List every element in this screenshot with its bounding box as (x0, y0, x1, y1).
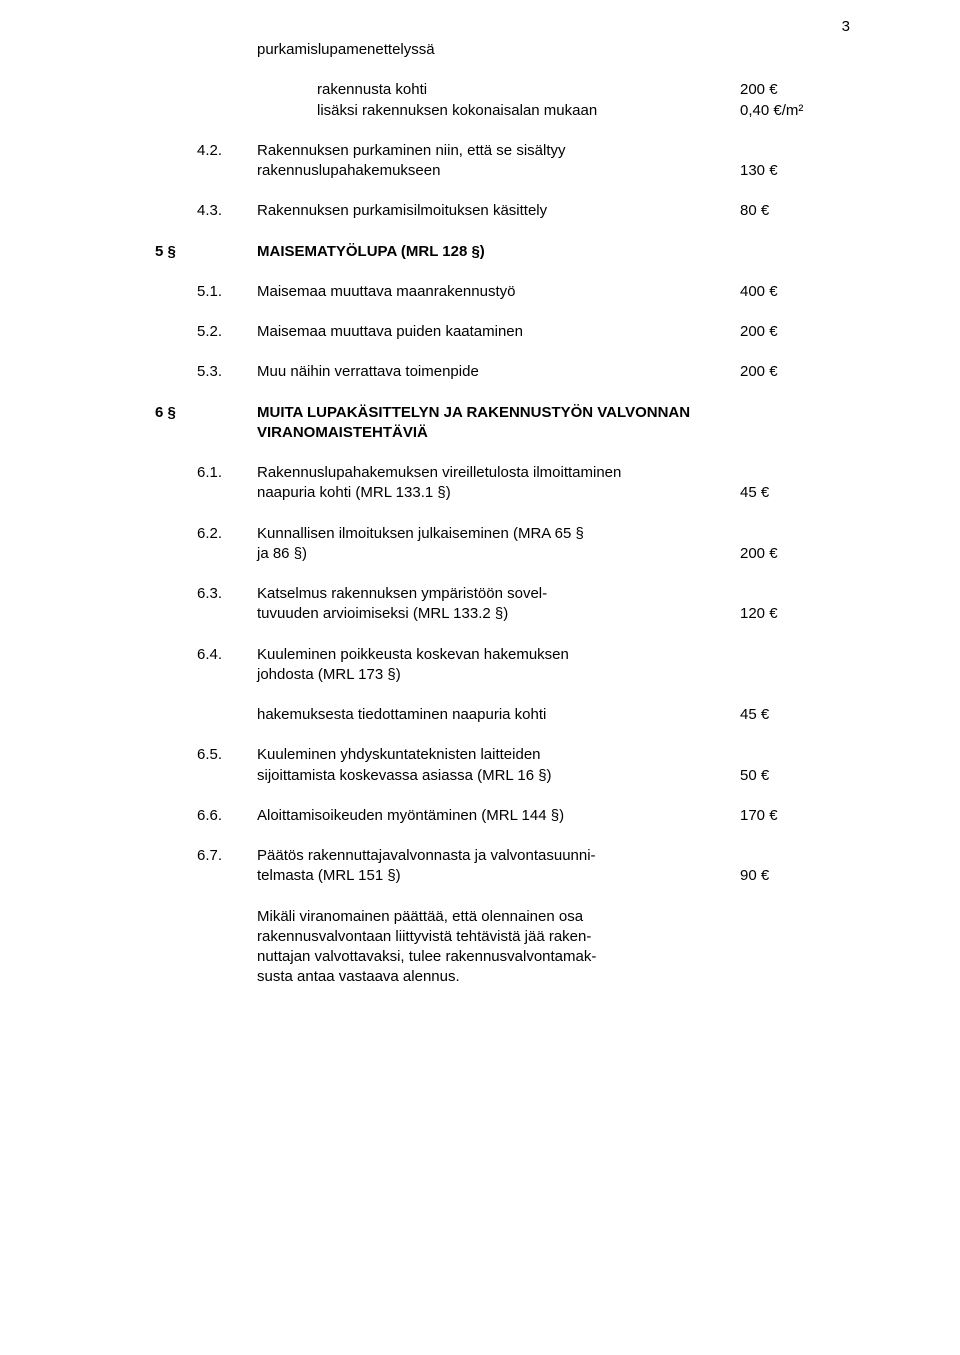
section-6-num: 6 § (155, 403, 197, 423)
item-4-2-text1: Rakennuksen purkaminen niin, että se sis… (257, 141, 740, 161)
item-6-6: 6.6. Aloittamisoikeuden myöntäminen (MRL… (155, 806, 850, 826)
item-6-1-num: 6.1. (197, 463, 257, 483)
section-6-heading-l1: 6 § MUITA LUPAKÄSITTELYN JA RAKENNUSTYÖN… (155, 403, 850, 423)
item-6-7-text2: telmasta (MRL 151 §) (257, 866, 740, 886)
item-6-3-l1: 6.3. Katselmus rakennuksen ympäristöön s… (155, 584, 850, 604)
item-6-1-l2: naapuria kohti (MRL 133.1 §) 45 € (155, 483, 850, 503)
item-4-2-line2: rakennuslupahakemukseen 130 € (155, 161, 850, 181)
intro-r2-label: lisäksi rakennuksen kokonaisalan mukaan (317, 101, 740, 121)
item-6-7-l1: 6.7. Päätös rakennuttajavalvonnasta ja v… (155, 846, 850, 866)
item-6-4-text2: johdosta (MRL 173 §) (257, 665, 740, 685)
item-4-2-num: 4.2. (197, 141, 257, 161)
item-4-3: 4.3. Rakennuksen purkamisilmoituksen käs… (155, 201, 850, 221)
item-6-2-text2: ja 86 §) (257, 544, 740, 564)
item-5-3-num: 5.3. (197, 362, 257, 382)
section-5-title: MAISEMATYÖLUPA (MRL 128 §) (257, 242, 740, 262)
para-l4: susta antaa vastaava alennus. (155, 967, 850, 987)
item-6-5-l1: 6.5. Kuuleminen yhdyskuntateknisten lait… (155, 745, 850, 765)
item-6-3-num: 6.3. (197, 584, 257, 604)
item-6-2-value: 200 € (740, 544, 850, 564)
item-6-6-num: 6.6. (197, 806, 257, 826)
item-5-1-label: Maisemaa muuttava maanrakennustyö (257, 282, 740, 302)
page-number: 3 (842, 18, 850, 35)
item-4-2-value: 130 € (740, 161, 850, 181)
item-6-7-value: 90 € (740, 866, 850, 886)
item-6-4-l2: johdosta (MRL 173 §) (155, 665, 850, 685)
item-6-7-num: 6.7. (197, 846, 257, 866)
item-6-1-l1: 6.1. Rakennuslupahakemuksen vireilletulo… (155, 463, 850, 483)
item-6-3-value: 120 € (740, 604, 850, 624)
intro-r2-value: 0,40 €/m² (740, 101, 850, 121)
item-4-3-value: 80 € (740, 201, 850, 221)
section-6-title1: MUITA LUPAKÄSITTELYN JA RAKENNUSTYÖN VAL… (257, 403, 740, 423)
item-5-2-value: 200 € (740, 322, 850, 342)
para-l1: Mikäli viranomainen päättää, että olenna… (155, 907, 850, 927)
item-6-1-text1: Rakennuslupahakemuksen vireilletulosta i… (257, 463, 740, 483)
item-6-3-text1: Katselmus rakennuksen ympäristöön sovel- (257, 584, 740, 604)
section-5-num: 5 § (155, 242, 197, 262)
item-6-5-num: 6.5. (197, 745, 257, 765)
intro-row-1: rakennusta kohti 200 € (155, 80, 850, 100)
para-text-4: susta antaa vastaava alennus. (257, 967, 740, 987)
item-4-2-line1: 4.2. Rakennuksen purkaminen niin, että s… (155, 141, 850, 161)
item-6-2-l1: 6.2. Kunnallisen ilmoituksen julkaisemin… (155, 524, 850, 544)
item-5-2-num: 5.2. (197, 322, 257, 342)
item-6-4-text3: hakemuksesta tiedottaminen naapuria koht… (257, 705, 740, 725)
para-text-3: nuttajan valvottavaksi, tulee rakennusva… (257, 947, 740, 967)
item-5-1-value: 400 € (740, 282, 850, 302)
item-6-3-text2: tuvuuden arvioimiseksi (MRL 133.2 §) (257, 604, 740, 624)
section-6-title2: VIRANOMAISTEHTÄVIÄ (257, 423, 740, 443)
item-4-3-label: Rakennuksen purkamisilmoituksen käsittel… (257, 201, 740, 221)
item-6-7-l2: telmasta (MRL 151 §) 90 € (155, 866, 850, 886)
para-l3: nuttajan valvottavaksi, tulee rakennusva… (155, 947, 850, 967)
item-5-1-num: 5.1. (197, 282, 257, 302)
item-6-4-text1: Kuuleminen poikkeusta koskevan hakemukse… (257, 645, 740, 665)
para-l2: rakennusvalvontaan liittyvistä tehtävist… (155, 927, 850, 947)
item-4-3-num: 4.3. (197, 201, 257, 221)
section-5-heading: 5 § MAISEMATYÖLUPA (MRL 128 §) (155, 242, 850, 262)
item-6-2-l2: ja 86 §) 200 € (155, 544, 850, 564)
section-6-heading-l2: VIRANOMAISTEHTÄVIÄ (155, 423, 850, 443)
item-6-5-text1: Kuuleminen yhdyskuntateknisten laitteide… (257, 745, 740, 765)
item-6-6-label: Aloittamisoikeuden myöntäminen (MRL 144 … (257, 806, 740, 826)
item-5-2: 5.2. Maisemaa muuttava puiden kaataminen… (155, 322, 850, 342)
item-6-3-l2: tuvuuden arvioimiseksi (MRL 133.2 §) 120… (155, 604, 850, 624)
item-6-4-num: 6.4. (197, 645, 257, 665)
item-6-7-text1: Päätös rakennuttajavalvonnasta ja valvon… (257, 846, 740, 866)
item-4-2-text2: rakennuslupahakemukseen (257, 161, 740, 181)
intro-label: purkamislupamenettelyssä (257, 40, 740, 60)
intro-r1-label: rakennusta kohti (317, 80, 740, 100)
page: 3 purkamislupamenettelyssä rakennusta ko… (0, 0, 960, 1355)
item-6-4-l3: hakemuksesta tiedottaminen naapuria koht… (155, 705, 850, 725)
item-6-4-value: 45 € (740, 705, 850, 725)
intro-r1-value: 200 € (740, 80, 850, 100)
item-5-1: 5.1. Maisemaa muuttava maanrakennustyö 4… (155, 282, 850, 302)
item-5-3-label: Muu näihin verrattava toimenpide (257, 362, 740, 382)
item-6-4-l1: 6.4. Kuuleminen poikkeusta koskevan hake… (155, 645, 850, 665)
item-6-6-value: 170 € (740, 806, 850, 826)
intro-label-line: purkamislupamenettelyssä (155, 40, 850, 60)
item-5-3-value: 200 € (740, 362, 850, 382)
item-6-1-value: 45 € (740, 483, 850, 503)
item-6-5-value: 50 € (740, 766, 850, 786)
item-6-2-num: 6.2. (197, 524, 257, 544)
item-5-3: 5.3. Muu näihin verrattava toimenpide 20… (155, 362, 850, 382)
item-6-1-text2: naapuria kohti (MRL 133.1 §) (257, 483, 740, 503)
item-6-5-l2: sijoittamista koskevassa asiassa (MRL 16… (155, 766, 850, 786)
para-text-2: rakennusvalvontaan liittyvistä tehtävist… (257, 927, 740, 947)
item-5-2-label: Maisemaa muuttava puiden kaataminen (257, 322, 740, 342)
para-text-1: Mikäli viranomainen päättää, että olenna… (257, 907, 740, 927)
item-6-5-text2: sijoittamista koskevassa asiassa (MRL 16… (257, 766, 740, 786)
item-6-2-text1: Kunnallisen ilmoituksen julkaiseminen (M… (257, 524, 740, 544)
intro-row-2: lisäksi rakennuksen kokonaisalan mukaan … (155, 101, 850, 121)
